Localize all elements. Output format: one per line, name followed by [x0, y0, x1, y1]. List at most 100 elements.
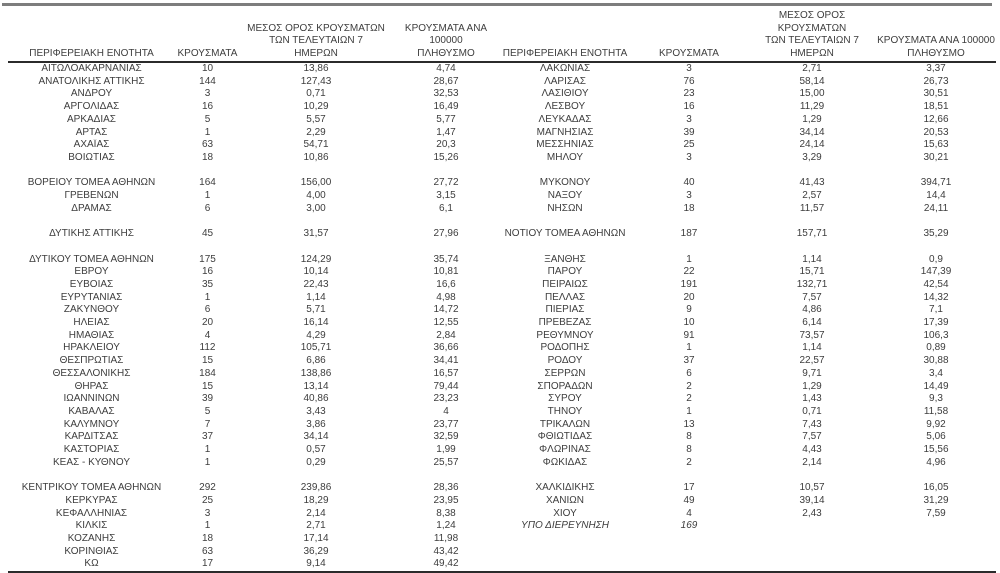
cell-left-region: ΕΒΡΟΥ	[74, 266, 109, 278]
cell-left-region: ΘΗΡΑΣ	[74, 380, 109, 392]
cell-right-cases: 169	[680, 520, 698, 532]
cell-right-region: ΧΑΛΚΙΔΙΚΗΣ	[535, 482, 595, 494]
spacer-cell	[8, 241, 996, 254]
cell-left-cases: 5	[204, 405, 211, 417]
cell-left-avg7: 13,14	[303, 380, 329, 392]
table-row: ΚΟΡΙΝΘΙΑΣ 63 36,29 43,42	[8, 546, 996, 559]
cell-right-avg7: 10,57	[799, 482, 825, 494]
header-avg7-right-line3: ΗΜΕΡΩΝ	[790, 47, 834, 59]
table-row: ΘΕΣΠΡΩΤΙΑΣ 15 6,86 34,41 ΡΟΔΟΥ 37 22,57 30,88	[8, 355, 996, 368]
cell-right-cases: 23	[683, 88, 695, 100]
cell-left-avg7: 3,86	[306, 418, 326, 430]
table-row: ΒΟΙΩΤΙΑΣ 18 10,86 15,26 ΜΗΛΟΥ 3 3,29 30,21	[8, 152, 996, 165]
spacer-row	[8, 469, 996, 482]
cell-left-region: ΚΕΝΤΡΙΚΟΥ ΤΟΜΕΑ ΑΘΗΝΩΝ	[21, 482, 162, 494]
cell-left-avg7: 3,43	[306, 405, 326, 417]
cell-left-avg7: 36,29	[303, 545, 329, 557]
table-row: ΑΙΤΩΛΟΑΚΑΡΝΑΝΙΑΣ 10 13,86 4,74 ΛΑΚΩΝΙΑΣ 3 2,71…	[8, 62, 996, 76]
header-per100k-left: ΚΡΟΥΣΜΑΤΑ ΑΝΑ 100000 ΠΛΗΘΥΣΜΟ	[392, 10, 500, 62]
table-row: ΚΩ 17 9,14 49,42	[8, 558, 996, 572]
cell-left-avg7: 54,71	[303, 139, 329, 151]
cell-left-per100k: 4,74	[436, 63, 456, 74]
cell-left-cases: 16	[201, 266, 214, 278]
cell-left-per100k: 10,81	[433, 266, 459, 278]
table-row: ΚΑΡΔΙΤΣΑΣ 37 34,14 32,59 ΦΘΙΩΤΙΔΑΣ 8 7,57 5,06	[8, 431, 996, 444]
cell-left-region: ΚΕΡΚΥΡΑΣ	[65, 494, 118, 506]
cell-right-cases: 6	[686, 367, 692, 379]
cell-right-cases: 39	[683, 126, 695, 138]
cell-left-cases: 17	[201, 558, 214, 570]
table-row: ΗΡΑΚΛΕΙΟΥ 112 105,71 36,66 ΡΟΔΟΠΗΣ 1 1,14 0,89	[8, 342, 996, 355]
cell-left-per100k: 23,95	[433, 494, 459, 506]
cell-left-per100k: 14,72	[433, 304, 459, 316]
cell-left-avg7: 2,71	[306, 520, 326, 532]
cell-left-cases: 1	[204, 291, 211, 303]
cell-right-cases: 37	[683, 355, 695, 367]
cell-left-per100k: 2,84	[436, 329, 456, 341]
cell-right-avg7: 73,57	[799, 329, 825, 341]
table-row: ΚΙΛΚΙΣ 1 2,71 1,24 ΥΠΟ ΔΙΕΡΕΥΝΗΣΗ 169	[8, 520, 996, 533]
cell-right-region: ΞΑΝΘΗΣ	[544, 253, 586, 265]
cell-left-avg7: 6,86	[306, 355, 326, 367]
header-region-left-label: ΠΕΡΙΦΕΡΕΙΑΚΗ ΕΝΟΤΗΤΑ	[29, 47, 154, 59]
cell-left-avg7: 239,86	[300, 482, 332, 494]
spacer-cell	[8, 165, 996, 178]
cell-right-region: ΣΠΟΡΑΔΩΝ	[537, 380, 593, 392]
cell-left-cases: 37	[201, 431, 214, 443]
header-avg7-right-line1: ΜΕΣΟΣ ΟΡΟΣ ΚΡΟΥΣΜΑΤΩΝ	[777, 10, 847, 34]
cell-left-avg7: 34,14	[303, 431, 329, 443]
cell-left-per100k: 8,38	[436, 507, 456, 519]
cell-right-cases: 76	[683, 75, 695, 87]
table-row: ΒΟΡΕΙΟΥ ΤΟΜΕΑ ΑΘΗΝΩΝ 164 156,00 27,72 ΜΥΚΟΝΟ…	[8, 177, 996, 190]
cell-left-per100k: 15,26	[433, 151, 459, 163]
cell-left-cases: 7	[204, 418, 211, 430]
cell-left-avg7: 127,43	[300, 75, 332, 87]
cell-left-region: ΙΩΑΝΝΙΝΩΝ	[63, 393, 120, 405]
cell-left-cases: 144	[199, 75, 216, 87]
cell-left-region: ΕΥΒΟΙΑΣ	[69, 278, 114, 290]
cell-right-avg7: 7,57	[802, 291, 822, 303]
cell-left-avg7: 13,86	[303, 63, 329, 74]
covid-region-table: ΠΕΡΙΦΕΡΕΙΑΚΗ ΕΝΟΤΗΤΑ ΚΡΟΥΣΜΑΤΑ ΜΕΣΟΣ ΟΡΟ…	[8, 10, 996, 573]
cell-left-per100k: 25,57	[433, 456, 459, 468]
cell-right-region: ΠΕΛΛΑΣ	[544, 291, 586, 303]
header-row: ΠΕΡΙΦΕΡΕΙΑΚΗ ΕΝΟΤΗΤΑ ΚΡΟΥΣΜΑΤΑ ΜΕΣΟΣ ΟΡΟ…	[8, 10, 996, 62]
cell-right-avg7: 132,71	[796, 278, 828, 290]
cell-left-region: ΓΡΕΒΕΝΩΝ	[64, 190, 119, 202]
cell-right-avg7: 1,29	[802, 113, 822, 125]
cell-left-avg7: 31,57	[303, 228, 329, 240]
cell-right-per100k: 9,92	[926, 418, 946, 430]
cell-right-per100k: 24,11	[923, 202, 949, 214]
cell-right-per100k: 14,32	[923, 291, 949, 303]
cell-left-per100k: 36,66	[433, 342, 459, 354]
cell-right-per100k: 31,29	[923, 494, 949, 506]
cell-left-cases: 25	[201, 494, 214, 506]
cell-left-avg7: 138,86	[300, 367, 332, 379]
cell-left-per100k: 79,44	[433, 380, 459, 392]
cell-left-region: ΚΟΡΙΝΘΙΑΣ	[64, 545, 119, 557]
cell-right-per100k: 0,89	[926, 342, 946, 354]
cell-left-region: ΚΑΛΥΜΝΟΥ	[63, 418, 120, 430]
cell-right-avg7: 1,14	[802, 342, 822, 354]
cell-left-cases: 6	[204, 304, 211, 316]
cell-right-per100k: 18,51	[923, 101, 949, 113]
table-body: ΑΙΤΩΛΟΑΚΑΡΝΑΝΙΑΣ 10 13,86 4,74 ΛΑΚΩΝΙΑΣ 3 2,71…	[8, 62, 996, 572]
cell-right-per100k: 5,06	[926, 431, 946, 443]
cell-left-avg7: 40,86	[303, 393, 329, 405]
cell-left-avg7: 105,71	[300, 342, 332, 354]
table-row: ΑΡΚΑΔΙΑΣ 5 5,57 5,77 ΛΕΥΚΑΔΑΣ 3 1,29 12,66	[8, 114, 996, 127]
table-row: ΘΗΡΑΣ 15 13,14 79,44 ΣΠΟΡΑΔΩΝ 2 1,29 14,49	[8, 381, 996, 394]
cell-right-cases: 3	[686, 151, 692, 163]
cell-right-avg7: 6,14	[802, 317, 822, 329]
cell-right-per100k	[876, 558, 996, 572]
table-row: ΚΑΛΥΜΝΟΥ 7 3,86 23,77 ΤΡΙΚΑΛΩΝ 13 7,43 9,92	[8, 419, 996, 432]
cell-right-per100k: 14,49	[923, 380, 949, 392]
cell-left-avg7: 5,57	[306, 113, 326, 125]
cell-right-region: ΝΑΞΟΥ	[547, 190, 583, 202]
cell-left-avg7: 0,29	[306, 456, 326, 468]
cell-left-per100k: 27,72	[433, 177, 459, 189]
cell-right-cases: 3	[686, 113, 692, 125]
table-row: ΓΡΕΒΕΝΩΝ 1 4,00 3,15 ΝΑΞΟΥ 3 2,57 14,4	[8, 190, 996, 203]
table-row: ΚΕΡΚΥΡΑΣ 25 18,29 23,95 ΧΑΝΙΩΝ 49 39,14 31,29	[8, 495, 996, 508]
cell-left-avg7: 2,14	[306, 507, 326, 519]
